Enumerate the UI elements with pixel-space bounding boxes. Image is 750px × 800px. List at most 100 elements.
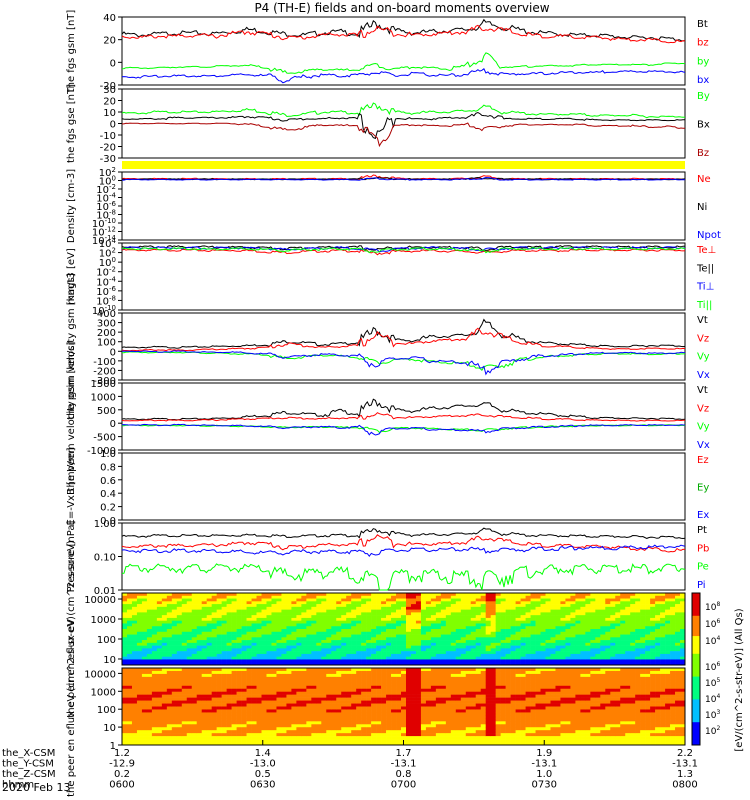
spectrogram-cell <box>122 634 128 638</box>
spectrogram-cell <box>286 718 292 722</box>
spectrogram-cell <box>261 721 267 725</box>
spectrogram-cell <box>216 697 222 701</box>
spectrogram-cell <box>630 640 636 644</box>
spectrogram-cell <box>450 709 457 713</box>
spectrogram-cell <box>420 685 427 690</box>
spectrogram-cell <box>276 676 282 681</box>
spectrogram-cell <box>256 691 262 695</box>
spectrogram-cell <box>196 601 203 605</box>
spectrogram-cell <box>141 697 148 701</box>
spectrogram-cell <box>435 679 442 684</box>
spectrogram-cell <box>351 629 357 633</box>
spectrogram-cell <box>306 612 312 616</box>
spectrogram-cell <box>396 615 402 619</box>
spectrogram-cell <box>141 659 148 663</box>
spectrogram-cell <box>301 739 307 743</box>
spectrogram-cell <box>151 634 158 638</box>
spectrogram-cell <box>221 685 227 690</box>
spectrogram-cell <box>405 595 412 599</box>
spectrogram-cell <box>620 656 626 660</box>
spectrogram-cell <box>281 595 287 599</box>
spectrogram-cell <box>191 679 198 684</box>
spectrogram-cell <box>291 712 297 716</box>
spectrogram-cell <box>131 727 138 731</box>
spectrogram-cell <box>266 620 272 624</box>
spectrogram-cell <box>186 598 193 602</box>
spectrogram-cell <box>465 598 472 602</box>
spectrogram-cell <box>525 645 531 649</box>
spectrogram-cell <box>166 642 173 646</box>
y-tick-label: 1000 <box>91 615 116 626</box>
spectrogram-cell <box>156 606 163 610</box>
spectrogram-cell <box>595 642 601 646</box>
spectrogram-cell <box>625 629 631 633</box>
spectrogram-cell <box>291 609 297 613</box>
legend-label: By <box>697 91 710 102</box>
spectrogram-cell <box>391 642 397 646</box>
spectrogram-cell <box>470 730 477 734</box>
spectrogram-cell <box>151 724 158 728</box>
spectrogram-cell <box>386 694 392 698</box>
spectrogram-cell <box>301 601 307 605</box>
legend-label: Pb <box>697 543 709 554</box>
spectrogram-cell <box>236 595 242 599</box>
spectrogram-cell <box>560 656 566 660</box>
spectrogram-cell <box>381 595 387 599</box>
spectrogram-cell <box>161 637 168 641</box>
spectrogram-cell <box>470 609 477 613</box>
spectrogram-cell <box>550 623 556 627</box>
spectrogram-cell <box>321 637 327 641</box>
spectrogram-cell <box>286 593 292 597</box>
spectrogram-cell <box>376 606 382 610</box>
spectrogram-cell <box>520 634 526 638</box>
spectrogram-cell <box>346 670 352 675</box>
spectrogram-cell <box>401 617 407 621</box>
spectrogram-cell <box>640 598 646 602</box>
spectrogram-cell <box>445 682 452 687</box>
spectrogram-cell <box>396 727 402 731</box>
spectrogram-cell <box>326 598 332 602</box>
spectrogram-cell <box>505 617 511 621</box>
spectrogram-cell <box>201 601 207 605</box>
spectrogram-cell <box>680 656 686 660</box>
spectrogram-cell <box>326 637 332 641</box>
spectrogram-cell <box>465 656 472 660</box>
spectrogram-cell <box>311 656 317 660</box>
spectrogram-cell <box>580 604 586 608</box>
spectrogram-cell <box>241 642 247 646</box>
spectrogram-cell <box>301 721 307 725</box>
spectrogram-cell <box>500 609 506 613</box>
spectrogram-cell <box>186 730 193 734</box>
spectrogram-cell <box>181 626 188 630</box>
spectrogram-cell <box>440 645 447 649</box>
spectrogram-cell <box>211 653 217 657</box>
spectrogram-cell <box>331 659 337 663</box>
spectrogram-cell <box>191 656 198 660</box>
spectrogram-cell <box>435 662 442 666</box>
spectrogram-cell <box>336 620 342 624</box>
spectrogram-cell <box>475 615 482 619</box>
spectrogram-cell <box>151 648 158 652</box>
spectrogram-cell <box>226 662 232 666</box>
spectrogram-cell <box>675 609 681 613</box>
spectrogram-cell <box>565 617 571 621</box>
spectrogram-cell <box>635 595 641 599</box>
spectrogram-cell <box>635 648 641 652</box>
spectrogram-cell <box>620 634 626 638</box>
spectrogram-cell <box>266 595 272 599</box>
spectrogram-cell <box>510 598 516 602</box>
spectrogram-cell <box>196 691 203 695</box>
spectrogram-cell <box>525 593 531 597</box>
spectrogram-cell <box>460 685 467 690</box>
spectrogram-cell <box>286 620 292 624</box>
spectrogram-cell <box>346 631 352 635</box>
spectrogram-cell <box>201 730 207 734</box>
spectrogram-cell <box>361 645 367 649</box>
spectrogram-cell <box>271 733 277 737</box>
spectrogram-cell <box>620 617 626 621</box>
spectrogram-cell <box>620 645 626 649</box>
spectrogram-cell <box>675 626 681 630</box>
spectrogram-cell <box>545 598 551 602</box>
spectrogram-cell <box>216 730 222 734</box>
spectrogram-cell <box>351 706 357 710</box>
